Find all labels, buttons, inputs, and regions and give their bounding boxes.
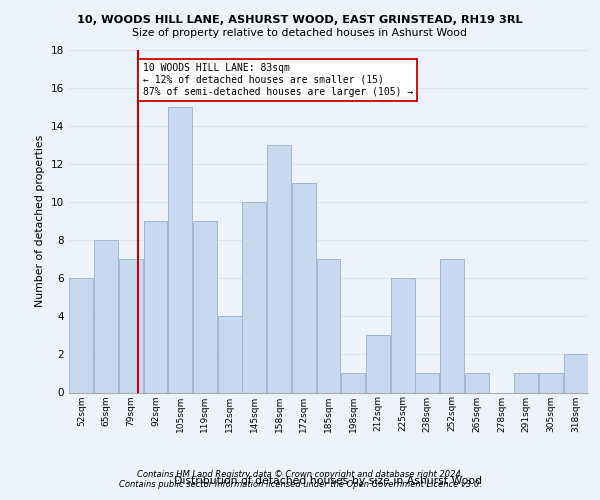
Bar — [119, 260, 143, 392]
Text: Contains public sector information licensed under the Open Government Licence v3: Contains public sector information licen… — [119, 480, 481, 489]
Text: 10 WOODS HILL LANE: 83sqm
← 12% of detached houses are smaller (15)
87% of semi-: 10 WOODS HILL LANE: 83sqm ← 12% of detac… — [143, 64, 413, 96]
Bar — [70, 278, 94, 392]
Text: Size of property relative to detached houses in Ashurst Wood: Size of property relative to detached ho… — [133, 28, 467, 38]
Bar — [465, 374, 489, 392]
Bar — [267, 145, 291, 392]
Bar — [539, 374, 563, 392]
Bar — [292, 183, 316, 392]
Bar — [168, 107, 192, 393]
Bar — [514, 374, 538, 392]
Bar — [143, 221, 167, 392]
Bar — [317, 260, 340, 392]
Bar — [94, 240, 118, 392]
Bar — [341, 374, 365, 392]
Bar — [218, 316, 242, 392]
Y-axis label: Number of detached properties: Number of detached properties — [35, 135, 46, 308]
X-axis label: Distribution of detached houses by size in Ashurst Wood: Distribution of detached houses by size … — [175, 476, 482, 486]
Text: 10, WOODS HILL LANE, ASHURST WOOD, EAST GRINSTEAD, RH19 3RL: 10, WOODS HILL LANE, ASHURST WOOD, EAST … — [77, 15, 523, 25]
Bar — [193, 221, 217, 392]
Bar — [440, 260, 464, 392]
Text: Contains HM Land Registry data © Crown copyright and database right 2024.: Contains HM Land Registry data © Crown c… — [137, 470, 463, 479]
Bar — [415, 374, 439, 392]
Bar — [563, 354, 587, 393]
Bar — [366, 336, 390, 392]
Bar — [242, 202, 266, 392]
Bar — [391, 278, 415, 392]
